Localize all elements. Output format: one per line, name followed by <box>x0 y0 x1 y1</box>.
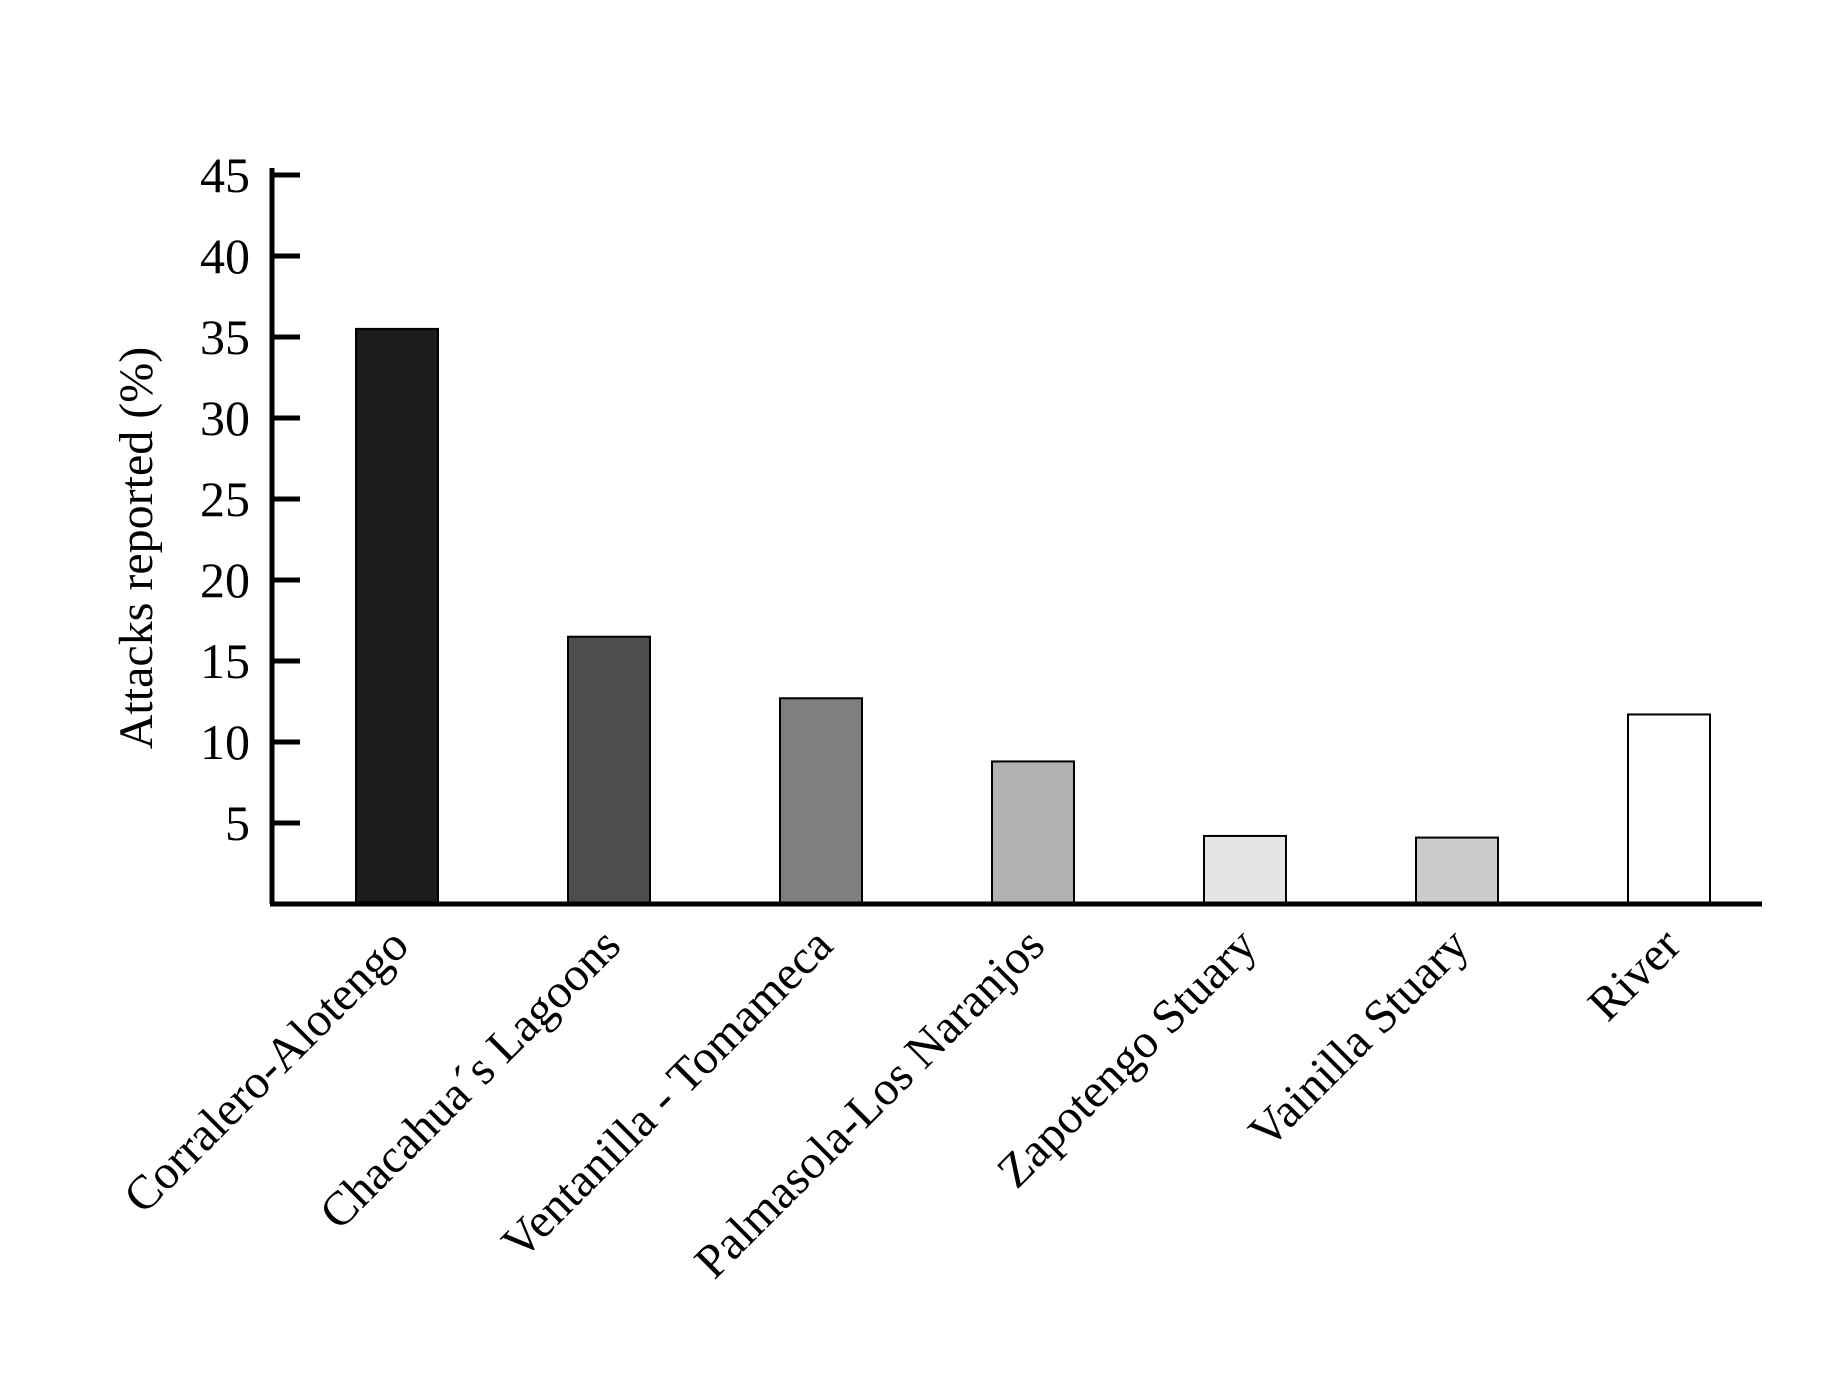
x-tick-label: Palmasola-Los Naranjos <box>685 918 1055 1288</box>
y-ticks: 5 10 15 20 25 30 35 40 45 <box>200 147 300 851</box>
bars <box>355 327 1711 906</box>
y-tick-label: 35 <box>200 309 250 365</box>
bar-1 <box>567 635 651 905</box>
bar-3 <box>991 760 1075 905</box>
x-tick-label: River <box>1578 918 1691 1031</box>
y-tick-label: 45 <box>200 147 250 203</box>
y-tick-label: 25 <box>200 471 250 527</box>
y-tick-label: 30 <box>200 390 250 446</box>
x-tick-label: Vainilla Stuary <box>1239 918 1479 1158</box>
bar-6 <box>1627 713 1711 906</box>
y-tick-label: 15 <box>200 633 250 689</box>
y-tick-label: 20 <box>200 552 250 608</box>
y-axis-title: Attacks reported (%) <box>110 347 163 750</box>
y-tick-label: 5 <box>225 795 250 851</box>
bar-4 <box>1203 834 1287 906</box>
y-tick-label: 40 <box>200 228 250 284</box>
bar-2 <box>779 697 863 906</box>
y-tick-label: 10 <box>200 714 250 770</box>
bar-0 <box>355 327 439 905</box>
axes <box>269 168 1762 907</box>
bar-5 <box>1415 836 1499 906</box>
